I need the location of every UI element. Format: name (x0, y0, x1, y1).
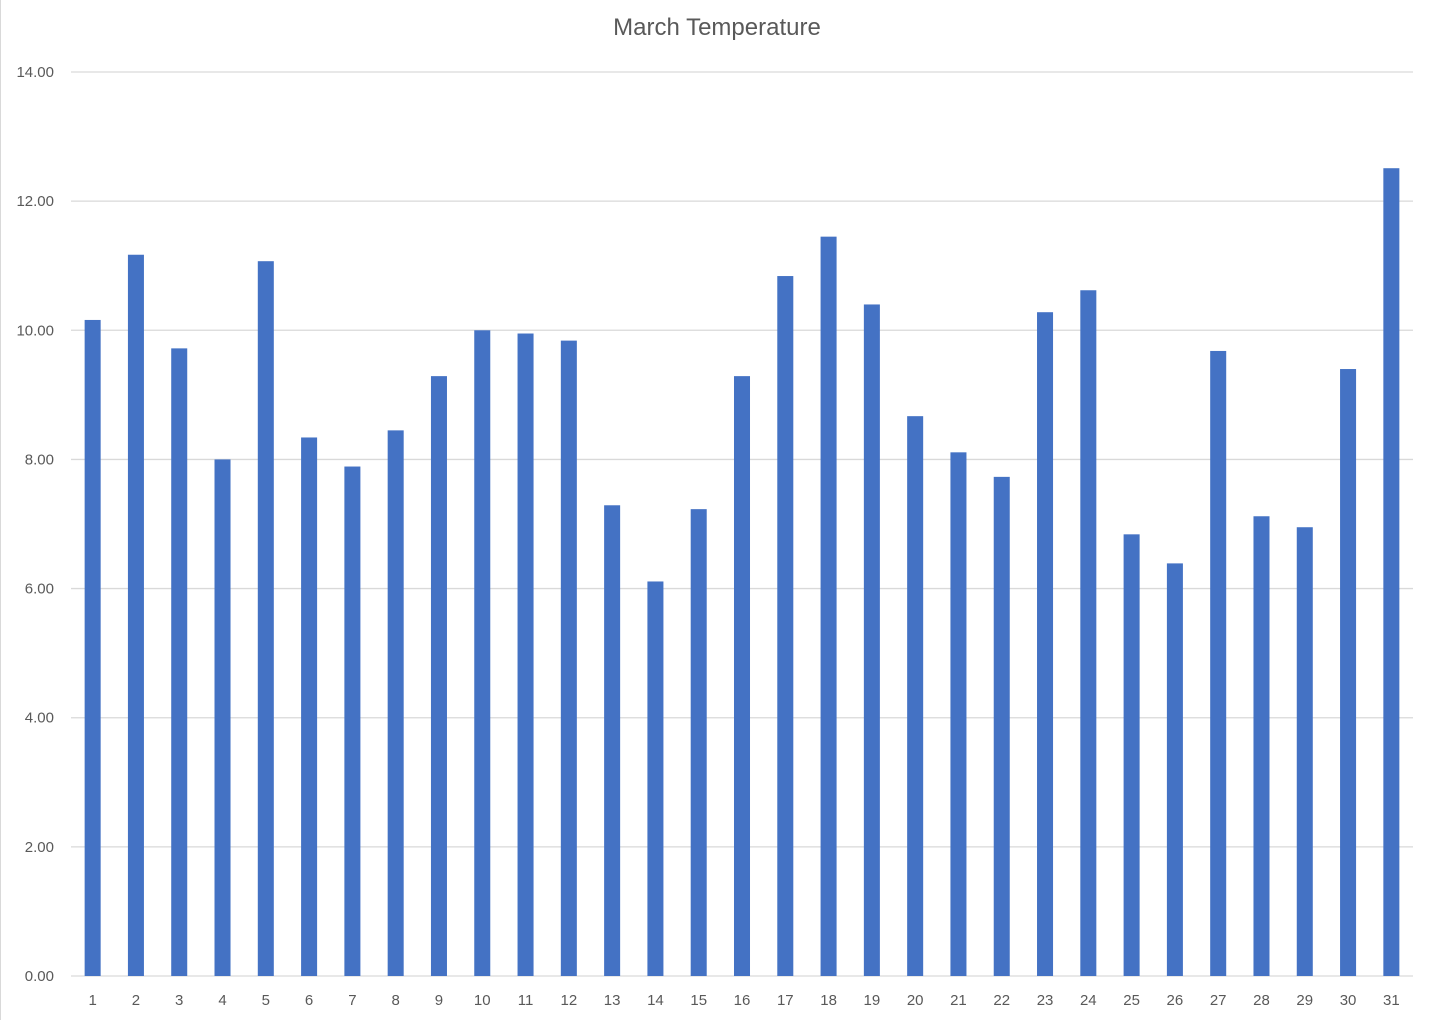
bar-day-22 (993, 476, 1010, 976)
x-tick-label: 14 (647, 992, 664, 1009)
y-tick-label: 12.00 (16, 193, 54, 210)
x-tick-label: 20 (907, 992, 924, 1009)
bar-day-3 (171, 348, 188, 976)
x-tick-label: 5 (262, 992, 270, 1009)
bar-day-19 (863, 304, 880, 976)
x-tick-label: 8 (392, 992, 400, 1009)
bar-day-31 (1383, 168, 1400, 976)
bar-day-7 (344, 466, 361, 976)
bar-day-14 (647, 581, 664, 976)
bar-day-6 (301, 437, 318, 977)
x-tick-label: 6 (305, 992, 313, 1009)
x-tick-label: 18 (820, 992, 837, 1009)
bar-day-24 (1080, 290, 1097, 976)
x-tick-label: 1 (88, 992, 96, 1009)
x-tick-label: 7 (348, 992, 356, 1009)
bar-day-21 (950, 452, 967, 977)
bar-day-29 (1296, 527, 1313, 976)
y-tick-label: 4.00 (25, 710, 54, 727)
x-tick-label: 22 (993, 992, 1010, 1009)
x-tick-label: 29 (1296, 992, 1313, 1009)
y-axis-tick-labels: 0.00 2.00 4.00 6.00 8.00 10.00 12.00 14.00 (16, 64, 54, 985)
bar-day-30 (1340, 369, 1357, 976)
x-tick-label: 15 (690, 992, 707, 1009)
bar-day-12 (560, 340, 577, 976)
x-tick-label: 2 (132, 992, 140, 1009)
bar-day-25 (1123, 534, 1140, 976)
x-tick-label: 3 (175, 992, 183, 1009)
x-tick-label: 11 (518, 992, 534, 1009)
bar-day-9 (430, 376, 447, 976)
x-tick-label: 17 (777, 992, 794, 1009)
bar-day-10 (474, 330, 491, 976)
x-tick-label: 31 (1383, 992, 1400, 1009)
y-tick-label: 14.00 (16, 64, 54, 81)
y-tick-label: 6.00 (25, 581, 54, 598)
bar-day-5 (257, 261, 274, 976)
x-tick-label: 9 (435, 992, 443, 1009)
x-axis-tick-labels: 1 2 3 4 5 6 7 8 9 10 11 12 13 14 15 16 17 18 19 20 21 22 23 24 2… (88, 992, 1399, 1009)
bar-day-8 (387, 430, 404, 976)
y-tick-label: 2.00 (25, 839, 54, 856)
x-tick-label: 30 (1340, 992, 1357, 1009)
x-tick-label: 4 (218, 992, 226, 1009)
bar-day-18 (820, 236, 837, 976)
x-tick-label: 28 (1253, 992, 1270, 1009)
x-tick-label: 26 (1167, 992, 1184, 1009)
bar-day-11 (517, 333, 534, 976)
x-tick-label: 12 (560, 992, 577, 1009)
bar-day-4 (214, 459, 231, 976)
chart-title: March Temperature (613, 14, 821, 41)
bar-day-2 (127, 254, 144, 977)
y-tick-label: 0.00 (25, 968, 54, 985)
x-tick-label: 23 (1037, 992, 1054, 1009)
bar-day-23 (1037, 312, 1054, 977)
x-tick-label: 27 (1210, 992, 1227, 1009)
bar-day-28 (1253, 516, 1270, 976)
x-tick-label: 21 (950, 992, 967, 1009)
bar-day-13 (604, 505, 621, 976)
x-tick-label: 10 (474, 992, 491, 1009)
bar-day-1 (84, 319, 101, 976)
bar-day-20 (907, 416, 924, 976)
x-tick-label: 24 (1080, 992, 1097, 1009)
y-tick-label: 10.00 (16, 322, 54, 339)
bar-day-16 (733, 376, 751, 976)
y-tick-label: 8.00 (25, 451, 54, 468)
x-tick-label: 16 (734, 992, 751, 1009)
bar-day-26 (1166, 563, 1183, 976)
bars (84, 168, 1400, 977)
x-tick-label: 13 (604, 992, 621, 1009)
bar-day-17 (777, 276, 794, 976)
bar-day-27 (1210, 350, 1227, 976)
x-tick-label: 25 (1123, 992, 1140, 1009)
x-tick-label: 19 (864, 992, 881, 1009)
bar-day-15 (690, 509, 707, 976)
